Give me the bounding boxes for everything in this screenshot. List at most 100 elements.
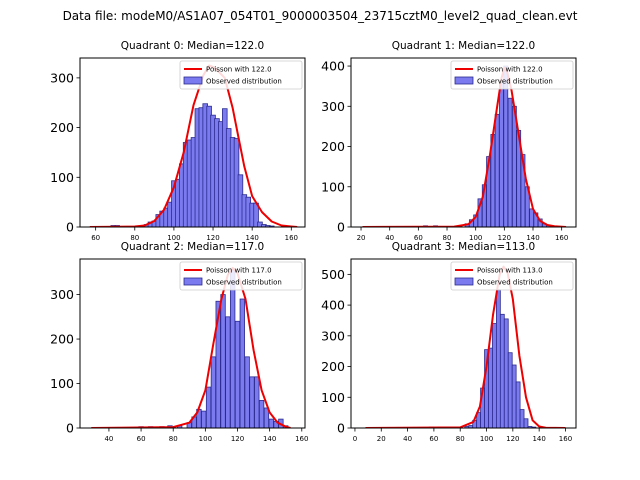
legend-box [179,261,303,291]
y-tick-label: 100 [321,390,345,405]
histogram-bar [263,407,270,428]
x-tick-label: 140 [245,234,258,242]
legend-bar-swatch [183,76,203,85]
y-tick-label: 300 [321,328,345,343]
quadrant-2-panel: Quadrant 2: Median=117.0 40 60 80 100 120 140 1… [50,241,308,443]
y-tick-label: 200 [321,139,345,154]
y-tick-label: 200 [50,332,74,347]
histogram-bar [503,65,509,227]
legend-line-label: Poisson with 122.0 [206,66,272,74]
legend-box [450,60,574,90]
histogram-bar [511,105,517,227]
histogram-bar [499,79,504,227]
x-tick-label: 60 [414,234,423,242]
x-tick-label: 160 [559,435,572,443]
histogram-bar [495,289,501,428]
y-tick-label: 100 [321,179,345,194]
x-tick-label: 40 [385,234,394,242]
legend-bar-label: Observed distribution [206,279,282,287]
axes-frame [79,57,306,228]
y-tick-label: 100 [50,170,74,185]
histogram-bar [254,376,260,428]
y-tick-label: 300 [321,99,345,114]
legend: Poisson with 117.0 Observed distribution [179,261,303,291]
legend: Poisson with 113.0 Observed distribution [450,261,574,291]
y-tick-label: 200 [50,120,74,135]
histogram-bar [205,386,212,428]
legend-bar-label: Observed distribution [477,279,553,287]
histogram-bar [220,294,226,428]
x-tick-label: 160 [285,234,298,242]
panel-title: Quadrant 1: Median=122.0 [392,40,535,52]
histogram-bar [258,400,265,428]
x-tick-label: 100 [199,435,212,443]
y-tick-label: 0 [66,421,74,436]
x-tick-label: 160 [555,234,568,242]
x-tick-label: 120 [498,234,511,242]
histogram-bar [515,381,521,428]
legend: Poisson with 122.0 Observed distribution [179,60,303,90]
figure-title: Data file: modeM0/AS1A07_054T01_90000035… [62,9,578,23]
x-tick-label: 40 [104,435,113,443]
x-tick-label: 140 [532,435,545,443]
x-tick-label: 80 [130,234,139,242]
panel-title: Quadrant 3: Median=113.0 [392,241,535,253]
y-tick-label: 300 [50,287,74,302]
x-tick-label: 60 [429,435,438,443]
panel-title: Quadrant 2: Median=117.0 [121,241,264,253]
legend-bar-label: Observed distribution [206,78,282,86]
quadrant-1-panel: Quadrant 1: Median=122.0 20 40 60 80 100 120 14… [321,40,577,242]
histogram-bar [268,418,274,428]
histogram-bar [507,97,513,227]
legend-box [179,60,303,90]
x-tick-label: 140 [526,234,539,242]
quadrant-3-panel: Quadrant 3: Median=113.0 0 20 40 60 80 100 120 1… [321,241,577,443]
histogram-bar [492,323,497,428]
histogram-bar [507,352,513,428]
x-tick-label: 140 [263,435,276,443]
histogram-bar [519,409,525,428]
axes-frame [350,258,577,429]
histogram-bar [230,269,236,428]
histogram-bar [210,356,217,428]
x-tick-label: 80 [169,435,178,443]
x-tick-label: 120 [206,234,219,242]
histogram-bar [488,347,493,428]
histogram-bar [249,376,255,428]
legend-line-label: Poisson with 122.0 [477,66,543,74]
x-tick-label: 60 [91,234,100,242]
legend-box [450,261,574,291]
y-tick-label: 500 [321,267,345,282]
histogram-bar [244,356,250,428]
histogram-bar [503,318,509,428]
histogram-bar [523,418,529,428]
y-tick-label: 0 [337,421,345,436]
histogram-bar [234,320,241,428]
x-tick-label: 160 [295,435,308,443]
x-tick-label: 80 [456,435,465,443]
x-tick-label: 60 [137,435,146,443]
axes-frame [79,258,306,429]
y-tick-label: 0 [337,220,345,235]
histogram-bar [239,298,245,428]
poisson-curve [365,265,566,428]
x-tick-label: 40 [403,435,412,443]
legend-line-label: Poisson with 117.0 [206,267,272,275]
axes-frame [350,57,577,228]
legend-bar-label: Observed distribution [477,78,553,86]
histogram-bar [225,316,231,428]
histogram-bar [529,208,534,227]
y-tick-label: 400 [321,298,345,313]
x-tick-label: 20 [377,435,386,443]
x-tick-label: 100 [469,234,482,242]
y-tick-label: 0 [66,220,74,235]
y-tick-label: 300 [50,70,74,85]
legend-line-label: Poisson with 113.0 [477,267,543,275]
y-tick-label: 200 [321,359,345,374]
histogram-bar [201,410,207,428]
x-tick-label: 100 [480,435,493,443]
legend: Poisson with 122.0 Observed distribution [450,60,574,90]
x-tick-label: 120 [231,435,244,443]
